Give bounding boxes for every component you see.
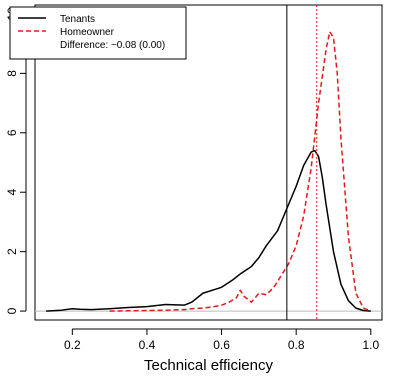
x-tick-label: 0.4 <box>139 338 156 352</box>
series-homeowner-curve <box>109 31 372 312</box>
x-axis-label: Technical efficiency <box>144 357 273 374</box>
y-tick-label: 0 <box>5 307 19 314</box>
x-tick-label: 1.0 <box>362 338 379 352</box>
x-axis: 0.2 0.4 0.6 0.8 1.0 <box>64 328 379 352</box>
legend-difference-note: Difference: −0.08 (0.00) <box>60 40 165 51</box>
legend-label-tenants: Tenants <box>60 14 95 25</box>
series-tenants-curve <box>46 149 371 312</box>
x-tick-label: 0.6 <box>213 338 230 352</box>
legend-label-homeowner: Homeowner <box>60 27 115 38</box>
legend: Tenants Homeowner Difference: −0.08 (0.00) <box>9 6 187 60</box>
y-tick-label: 2 <box>5 248 19 255</box>
y-tick-label: 4 <box>5 189 19 196</box>
x-tick-label: 0.2 <box>64 338 81 352</box>
y-tick-label: 8 <box>5 70 19 77</box>
x-tick-label: 0.8 <box>288 338 305 352</box>
plot-marks <box>35 5 382 320</box>
plot-frame <box>34 4 383 321</box>
y-tick-label: 6 <box>5 129 19 136</box>
legend-box <box>9 6 187 60</box>
